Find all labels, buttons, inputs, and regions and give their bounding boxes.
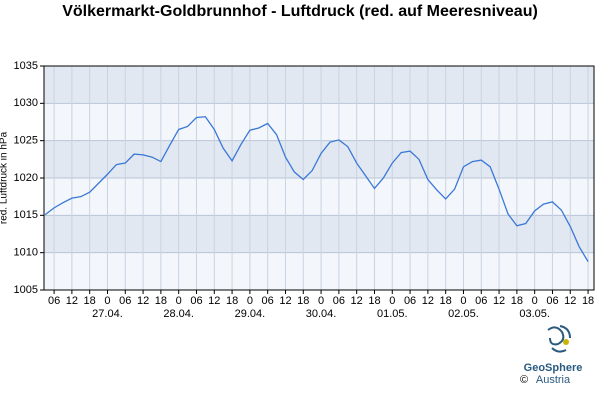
x-tick-label: 18 xyxy=(297,295,309,307)
x-tick-label: 18 xyxy=(368,295,380,307)
y-axis-label: red. Luftdruck in hPa xyxy=(0,131,10,224)
plot-frame xyxy=(43,65,595,291)
x-tick-label: 0 xyxy=(247,295,253,307)
x-tick-label: 0 xyxy=(532,295,538,307)
plot-band xyxy=(44,140,594,178)
x-date-label: 03.05. xyxy=(519,308,550,320)
y-tick-label: 1025 xyxy=(14,135,38,147)
x-tick-label: 18 xyxy=(226,295,238,307)
x-tick-label: 0 xyxy=(460,295,466,307)
y-tick-label: 1030 xyxy=(14,97,38,109)
x-tick-label: 06 xyxy=(262,295,274,307)
x-tick-label: 12 xyxy=(422,295,434,307)
x-tick-label: 12 xyxy=(351,295,363,307)
x-date-label: 28.04. xyxy=(163,308,194,320)
plot-band xyxy=(44,178,594,216)
logo-name: GeoSphere xyxy=(524,362,583,374)
y-tick-label: 1020 xyxy=(14,172,38,184)
x-tick-label: 18 xyxy=(582,295,594,307)
x-tick-label: 12 xyxy=(564,295,576,307)
x-tick-label: 06 xyxy=(48,295,60,307)
plot-band xyxy=(44,103,594,141)
x-tick-label: 12 xyxy=(279,295,291,307)
x-tick-label: 06 xyxy=(119,295,131,307)
y-tick-label: 1005 xyxy=(14,284,38,296)
y-tick-label: 1035 xyxy=(14,60,38,72)
x-tick-label: 06 xyxy=(546,295,558,307)
data-line xyxy=(44,116,589,262)
logo-mark xyxy=(547,325,571,353)
logo: GeoSphere Austria © xyxy=(520,325,583,386)
x-date-label: 01.05. xyxy=(377,308,408,320)
x-tick-label: 18 xyxy=(155,295,167,307)
plot-band xyxy=(44,215,594,253)
x-tick-label: 06 xyxy=(475,295,487,307)
x-tick-label: 06 xyxy=(404,295,416,307)
x-tick-label: 12 xyxy=(66,295,78,307)
x-tick-label: 18 xyxy=(84,295,96,307)
x-tick-label: 0 xyxy=(318,295,324,307)
plot-band xyxy=(44,252,594,290)
x-date-label: 27.04. xyxy=(92,308,123,320)
chart-title: Völkermarkt-Goldbrunnhof - Luftdruck (re… xyxy=(62,3,538,20)
plot-band xyxy=(44,66,594,104)
x-tick-label: 06 xyxy=(190,295,202,307)
x-date-label: 29.04. xyxy=(235,308,266,320)
x-tick-label: 12 xyxy=(208,295,220,307)
x-tick-label: 12 xyxy=(137,295,149,307)
x-date-label: 02.05. xyxy=(448,308,479,320)
logo-dot xyxy=(563,339,569,345)
x-tick-label: 18 xyxy=(511,295,523,307)
copyright: © xyxy=(520,374,528,386)
x-tick-label: 12 xyxy=(493,295,505,307)
x-tick-label: 0 xyxy=(104,295,110,307)
logo-sub: Austria xyxy=(536,374,571,386)
x-date-label: 30.04. xyxy=(306,308,337,320)
y-tick-label: 1015 xyxy=(14,209,38,221)
x-tick-label: 06 xyxy=(333,295,345,307)
y-tick-label: 1010 xyxy=(14,247,38,259)
x-tick-label: 0 xyxy=(389,295,395,307)
x-tick-label: 0 xyxy=(176,295,182,307)
x-tick-label: 18 xyxy=(440,295,452,307)
